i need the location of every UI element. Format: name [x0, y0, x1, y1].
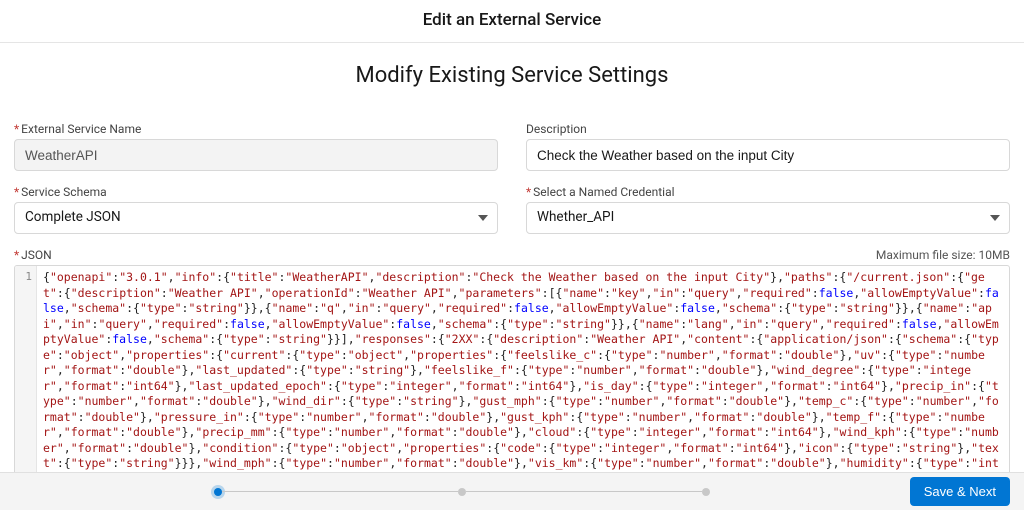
footer-bar: Save & Next	[0, 472, 1024, 510]
section-title: Modify Existing Service Settings	[0, 43, 1024, 122]
json-editor[interactable]: 1 {"openapi":"3.0.1","info":{"title":"We…	[14, 265, 1010, 483]
json-content[interactable]: {"openapi":"3.0.1","info":{"title":"Weat…	[37, 266, 1009, 482]
line-gutter: 1	[15, 266, 37, 482]
description-input[interactable]	[526, 139, 1010, 171]
page-title: Edit an External Service	[0, 0, 1024, 42]
max-file-size: Maximum file size: 10MB	[876, 248, 1010, 262]
named-credential-label: Select a Named Credential	[526, 185, 1010, 199]
step-dot-1	[214, 488, 222, 496]
step-dot-2	[458, 488, 466, 496]
step-dot-3	[702, 488, 710, 496]
form-area: External Service Name Description Servic…	[0, 122, 1024, 483]
service-schema-label: Service Schema	[14, 185, 498, 199]
description-label: Description	[526, 122, 1010, 136]
external-service-name-input[interactable]	[14, 139, 498, 171]
service-schema-select[interactable]: Complete JSON	[14, 202, 498, 234]
named-credential-select[interactable]: Whether_API	[526, 202, 1010, 234]
step-line	[222, 491, 458, 492]
step-line	[466, 491, 702, 492]
save-next-button[interactable]: Save & Next	[910, 477, 1010, 506]
json-label: JSON	[14, 248, 52, 262]
progress-stepper	[14, 488, 910, 496]
external-service-name-label: External Service Name	[14, 122, 498, 136]
